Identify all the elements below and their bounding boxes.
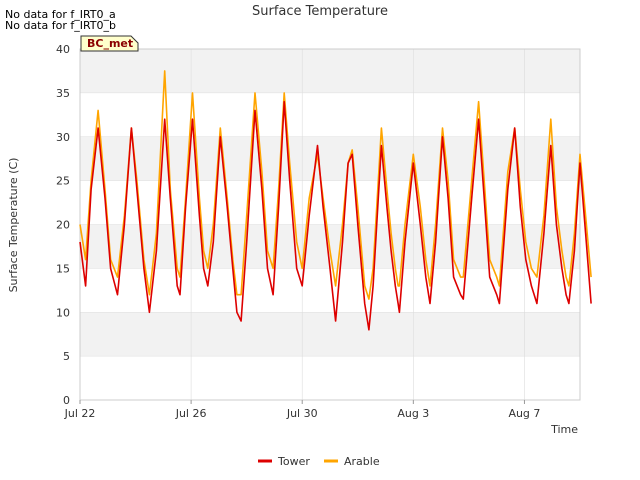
plot-background-bands	[80, 49, 580, 357]
no-data-note-a: No data for f_IRT0_a	[5, 8, 116, 21]
y-tick-label: 30	[56, 131, 70, 144]
no-data-note-b: No data for f_IRT0_b	[5, 19, 117, 32]
x-tick-label: Aug 7	[508, 407, 540, 420]
series-line-tower	[79, 100, 592, 331]
badge-shape	[80, 35, 139, 52]
x-axis-label: Time	[550, 423, 578, 436]
legend-label-tower: Tower	[277, 455, 310, 468]
series-layer	[79, 70, 592, 331]
y-tick-label: 35	[56, 87, 70, 100]
x-tick-label: Jul 26	[175, 407, 207, 420]
y-tick-label: 40	[56, 43, 70, 56]
plot-band	[80, 136, 580, 181]
legend-label-arable: Arable	[344, 455, 380, 468]
y-axis-label: Surface Temperature (C)	[7, 158, 20, 293]
plot-band	[80, 49, 580, 93]
badge: BC_met	[80, 35, 139, 52]
legend: Tower Arable	[258, 455, 380, 468]
y-tick-label: 10	[56, 306, 70, 319]
x-tick-label: Jul 30	[286, 407, 318, 420]
y-tick-label: 15	[56, 262, 70, 275]
y-tick-label: 5	[63, 350, 70, 363]
plot-band	[80, 312, 580, 357]
y-tick-label: 20	[56, 219, 70, 232]
y-axis-ticks: 0 5 10 15 20 25 30 35 40	[56, 43, 70, 407]
x-tick-label: Aug 3	[397, 407, 429, 420]
chart-title: Surface Temperature	[252, 4, 388, 19]
y-tick-label: 25	[56, 175, 70, 188]
x-tick-label: Jul 22	[64, 407, 96, 420]
y-tick-label: 0	[63, 394, 70, 407]
x-axis-ticks: Jul 22 Jul 26 Jul 30 Aug 3 Aug 7	[64, 400, 540, 420]
badge-label: BC_met	[87, 37, 133, 50]
